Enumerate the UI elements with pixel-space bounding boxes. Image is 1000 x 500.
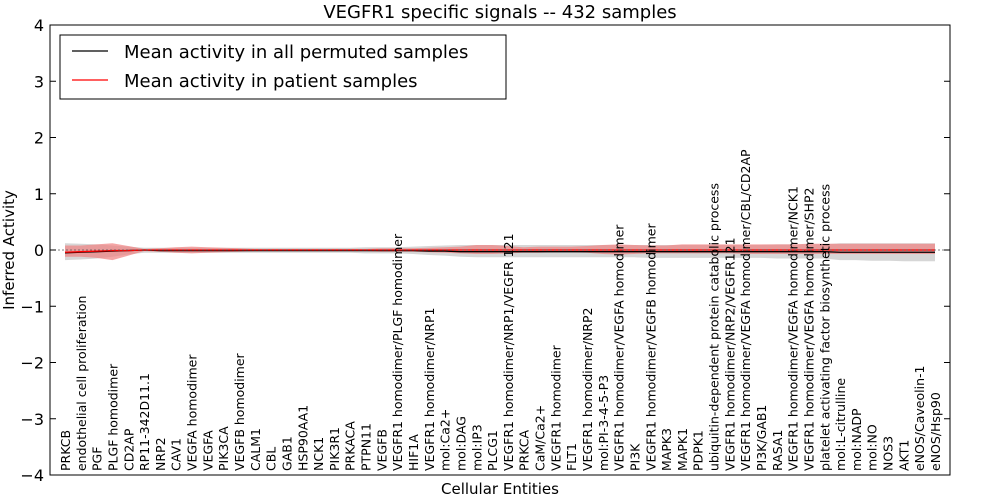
legend-box [59,34,507,100]
legend-label-patient: Mean activity in patient samples [124,71,418,92]
x-tick-label: HSP90AA1 [295,405,310,471]
x-tick-label: VEGFR1 homodimer/NRP1 [422,308,437,471]
x-tick-label: CaM/Ca2+ [533,405,548,471]
x-tick-label: PLCG1 [485,430,500,471]
x-tick-label: PLGF homodimer [105,363,120,471]
x-tick-label: VEGFB [374,429,389,471]
x-tick-label: eNOS/Hsp90 [928,392,943,471]
x-tick-label: GAB1 [279,436,294,471]
x-tick-label: PTPN11 [359,423,374,471]
y-axis-ticks: −4 −3 −2 −1 0 1 2 3 4 [20,16,950,485]
y-tick-label: −3 [20,410,44,429]
chart-title: VEGFR1 specific signals -- 432 samples [323,2,676,23]
x-tick-label: CALM1 [248,428,263,471]
x-tick-label: eNOS/Caveolin-1 [912,366,927,471]
x-tick-label: VEGFR1 homodimer/VEGFA homodimer/CBL/CD2… [738,149,753,471]
x-tick-label: NRP2 [153,437,168,471]
y-axis-label: Inferred Activity [0,190,18,310]
x-tick-label: VEGFR1 homodimer/VEGFA homodimer/SHP2 [801,187,816,471]
x-tick-label: mol:IP3 [469,424,484,471]
x-tick-label: CBL [264,447,279,471]
x-tick-label: PI3K [627,443,642,471]
x-tick-label: mol:PI-3-4-5-P3 [596,375,611,471]
x-tick-label: HIF1A [406,434,421,471]
x-tick-label: VEGFR1 homodimer/VEGFB homodimer [643,222,658,470]
x-tick-label: CAV1 [169,438,184,471]
plot-area: −4 −3 −2 −1 0 1 2 3 4 PRKCB endothelial cell prol… [20,16,951,485]
x-tick-label: mol:DAG [453,416,468,471]
x-tick-label: VEGFA [200,430,215,471]
x-axis-label: Cellular Entities [441,480,559,498]
x-tick-label: CD2AP [121,428,136,471]
y-tick-label: 4 [34,16,44,35]
x-tick-label: VEGFR1 homodimer/NRP2 [580,308,595,471]
x-tick-label: ubiquitin-dependent protein catabolic pr… [707,183,722,471]
x-tick-label: VEGFR1 homodimer/VEGFA homodimer/NCK1 [786,186,801,471]
x-tick-label: mol:Ca2+ [438,409,453,471]
x-tick-labels: PRKCB endothelial cell proliferation PGF PL… [58,149,943,471]
x-tick-label: PRKCA [517,430,532,471]
x-tick-label: platelet activating factor biosynthetic … [817,184,832,471]
y-tick-label: 2 [34,129,44,148]
x-tick-label: VEGFB homodimer [232,352,247,471]
x-tick-label: VEGFR1 homodimer/NRP1/VEGFR 121 [501,233,516,471]
x-tick-label: mol:NADP [849,408,864,471]
x-tick-label: VEGFR1 homodimer [548,344,563,471]
x-tick-label: PIK3R1 [327,427,342,471]
x-tick-label: RASA1 [770,430,785,471]
x-tick-label: AKT1 [896,440,911,471]
x-tick-label: PI3K/GAB1 [754,405,769,471]
x-tick-label: mol:NO [865,424,880,471]
legend-label-permuted: Mean activity in all permuted samples [124,42,468,63]
y-tick-label: −1 [20,297,44,316]
x-tick-label: MAPK1 [675,428,690,471]
x-tick-label: NCK1 [311,437,326,471]
x-tick-label: RP11-342D11.1 [137,373,152,471]
x-tick-label: PDPK1 [691,430,706,471]
x-tick-label: VEGFR1 homodimer/PLGF homodimer [390,233,405,471]
x-tick-label: VEGFR1 homodimer/VEGFA homodimer [612,224,627,471]
legend: Mean activity in all permuted samples Me… [59,34,507,100]
x-tick-label: NOS3 [881,436,896,471]
x-tick-label: MAPK3 [659,428,674,471]
y-tick-label: −2 [20,354,44,373]
x-tick-label: FLT1 [564,443,579,471]
y-tick-label: 0 [34,241,44,260]
x-tick-label: mol:L-citrulline [833,378,848,471]
x-tick-label: VEGFA homodimer [185,354,200,471]
x-tick-label: PIK3CA [216,426,231,471]
y-tick-label: −4 [20,466,44,485]
x-tick-label: PGF [90,447,105,471]
x-tick-label: endothelial cell proliferation [74,296,89,471]
x-tick-label: PRKCB [58,430,73,471]
x-tick-label: PRKACA [343,421,358,471]
y-tick-label: 3 [34,72,44,91]
x-tick-label: VEGFR1 homodimer/NRP2/VEGFR121 [722,237,737,471]
y-tick-label: 1 [34,185,44,204]
